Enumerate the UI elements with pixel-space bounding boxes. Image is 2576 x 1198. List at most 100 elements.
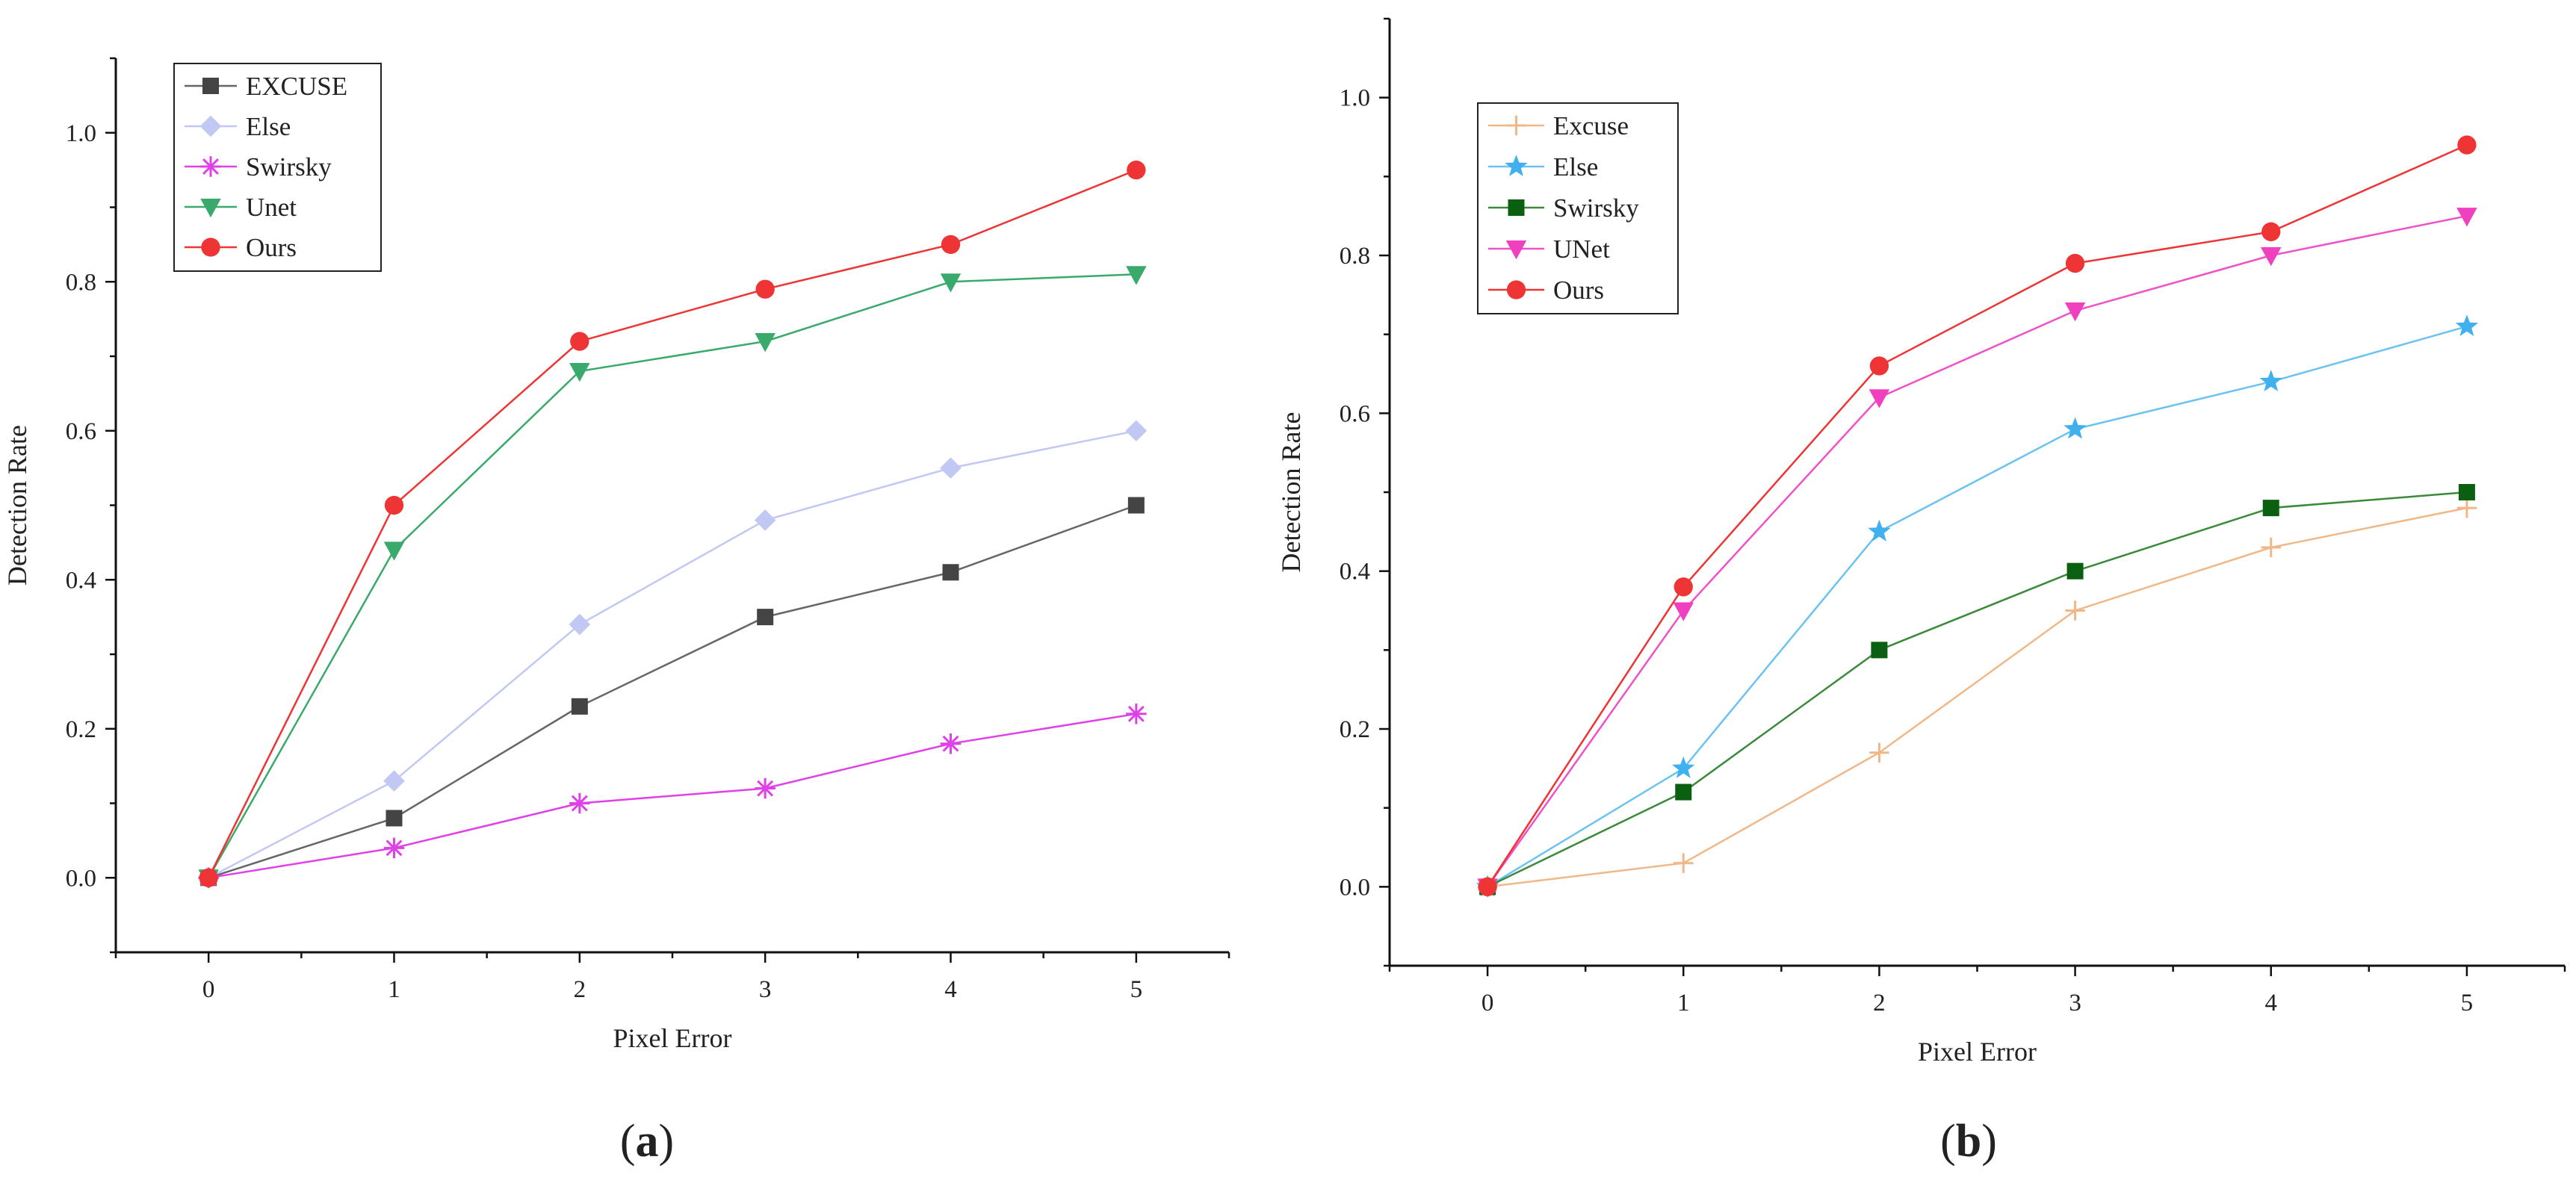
- y-tick-label-a: 0.8: [66, 269, 96, 296]
- y-axis-title-b: Detection Rate: [1276, 412, 1306, 573]
- data-point-b-ours: [1478, 877, 1497, 896]
- legend-label-a: Else: [246, 112, 291, 141]
- x-tick-label-b: 0: [1481, 990, 1494, 1017]
- data-point-a-swirsky: [569, 792, 590, 814]
- data-point-a-else: [569, 613, 591, 636]
- y-tick-label-a: 1.0: [66, 120, 96, 147]
- legend-a: EXCUSE Else Swirsky Unet Ours: [173, 63, 382, 272]
- legend-label-b: Else: [1553, 152, 1598, 181]
- data-point-a-else: [940, 457, 962, 479]
- x-tick-label-a: 0: [202, 976, 215, 1003]
- legend-item-b: Ours: [1488, 276, 1604, 305]
- data-point-b-ours: [2457, 135, 2477, 155]
- series-line-b-swirsky: [1487, 491, 2468, 888]
- legend-marker-b: [1506, 280, 1526, 300]
- legend-label-b: Swirsky: [1553, 193, 1639, 223]
- legend-item-a: Ours: [185, 233, 297, 262]
- data-point-a-unet: [1126, 266, 1147, 285]
- legend-marker-a: [199, 115, 222, 137]
- data-point-b-ours: [2065, 253, 2085, 273]
- data-point-b-ours: [1869, 356, 1889, 376]
- series-line-a-ours: [208, 169, 1137, 878]
- x-tick-label-b: 5: [2461, 990, 2474, 1017]
- data-point-b-unet: [1673, 602, 1694, 621]
- data-point-b-ours: [1674, 577, 1693, 597]
- x-axis-title-a: Pixel Error: [613, 1023, 732, 1053]
- chart-panel-a: 0.0 0.2 0.4 0.6 0.8 1.0 0 1 2 3 4 5 Pixel Error Detec…: [2, 57, 1230, 1167]
- legend-marker-b: [1508, 199, 1525, 216]
- data-point-a-swirsky: [383, 837, 405, 859]
- data-point-b-unet: [1868, 389, 1890, 409]
- data-point-b-unet: [2064, 302, 2086, 322]
- data-point-a-unet: [940, 273, 962, 293]
- data-point-b-swirsky: [2066, 562, 2084, 580]
- data-point-a-unet: [383, 541, 405, 561]
- y-tick-label-b: 0.4: [1340, 559, 1370, 586]
- y-tick-label-a: 0.2: [66, 716, 96, 743]
- x-tick-label-b: 1: [1677, 990, 1690, 1017]
- legend-item-b: Swirsky: [1488, 193, 1639, 223]
- y-tick-label-a: 0.0: [66, 865, 96, 892]
- x-tick-label-a: 4: [944, 976, 957, 1003]
- data-point-a-excuse: [571, 698, 588, 715]
- data-point-a-swirsky: [755, 778, 775, 799]
- legend-item-a: Swirsky: [185, 152, 332, 181]
- data-point-a-excuse: [386, 810, 403, 827]
- data-point-a-swirsky: [1126, 704, 1147, 724]
- y-tick-label-b: 0.2: [1340, 716, 1370, 743]
- data-point-b-else: [2259, 370, 2282, 391]
- series-a-swirsky: [198, 704, 1147, 888]
- data-point-b-swirsky: [1675, 783, 1692, 801]
- legend-label-b: Excuse: [1553, 111, 1629, 140]
- legend-label-a: Ours: [246, 233, 297, 262]
- data-point-a-ours: [570, 332, 589, 351]
- data-point-b-else: [2063, 417, 2087, 439]
- y-tick-label-b: 1.0: [1340, 85, 1370, 112]
- data-point-a-unet: [569, 362, 590, 382]
- legend-label-a: EXCUSE: [246, 72, 347, 101]
- panel-label-b: (b): [1940, 1116, 1997, 1167]
- data-point-b-swirsky: [2458, 484, 2475, 500]
- series-a-unet: [198, 266, 1147, 889]
- series-line-a-else: [208, 429, 1137, 879]
- data-point-a-ours: [199, 868, 218, 887]
- panel-label-a: (a): [620, 1116, 674, 1167]
- y-tick-label-b: 0.6: [1340, 400, 1370, 427]
- data-point-a-else: [1125, 420, 1148, 442]
- series-line-a-excuse: [208, 504, 1137, 879]
- data-point-b-excuse: [1674, 853, 1694, 873]
- data-point-a-ours: [384, 495, 404, 515]
- legend-item-b: Else: [1488, 152, 1598, 181]
- legend-label-b: Ours: [1553, 276, 1604, 305]
- legend-marker-a: [201, 238, 220, 257]
- legend-item-a: Else: [185, 112, 291, 141]
- series-line-b-else: [1487, 325, 2468, 888]
- legend-item-a: EXCUSE: [185, 72, 347, 101]
- data-point-b-else: [1868, 519, 1891, 541]
- x-tick-label-a: 1: [388, 976, 400, 1003]
- legend-label-b: UNet: [1553, 235, 1610, 264]
- data-point-b-unet: [2261, 247, 2282, 267]
- chart-panel-b: 0.0 0.2 0.4 0.6 0.8 1.0 0 1 2 3 4 5 Pixel Error Detec…: [1276, 17, 2566, 1167]
- legend-b: Excuse Else Swirsky UNet Ours: [1477, 102, 1679, 314]
- legend-marker-b: [1505, 240, 1527, 260]
- series-a-ours: [199, 160, 1146, 887]
- data-point-b-excuse: [1869, 742, 1889, 763]
- legend-marker-a: [202, 78, 219, 94]
- legend-item-a: Unet: [185, 193, 297, 222]
- data-point-b-else: [1672, 756, 1695, 778]
- y-tick-label-b: 0.0: [1340, 874, 1370, 901]
- data-point-a-excuse: [1127, 497, 1145, 514]
- data-point-a-ours: [755, 279, 775, 299]
- data-point-b-excuse: [2065, 600, 2085, 621]
- data-point-a-ours: [1127, 160, 1146, 180]
- legend-label-a: Unet: [246, 193, 297, 222]
- series-line-b-ours: [1487, 143, 2468, 887]
- series-b-excuse: [1477, 497, 2477, 897]
- legend-label-a: Swirsky: [246, 152, 332, 181]
- y-tick-label-a: 0.6: [66, 418, 96, 445]
- series-line-b-excuse: [1487, 506, 2468, 888]
- x-tick-label-a: 2: [574, 976, 586, 1003]
- data-point-b-excuse: [2456, 497, 2477, 518]
